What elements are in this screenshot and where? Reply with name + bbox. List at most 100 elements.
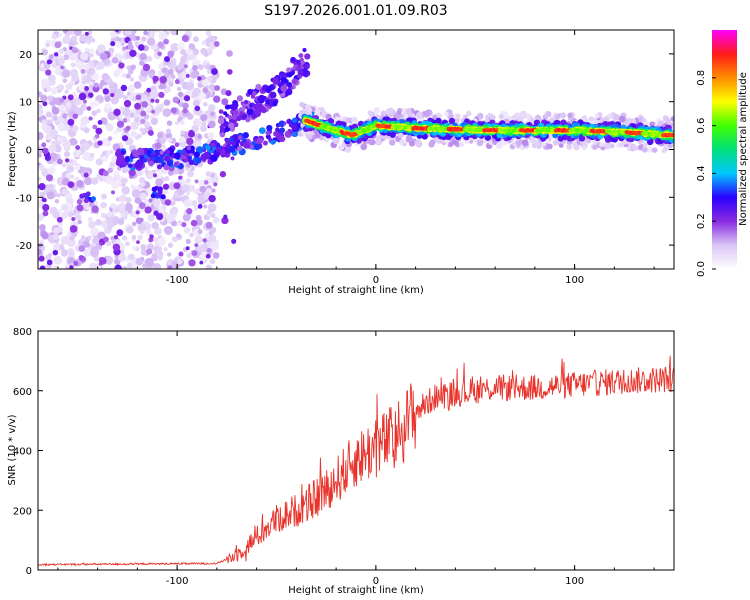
- snr-plot-area: [38, 355, 674, 567]
- spectral-cell: [191, 124, 199, 133]
- spectral-cell: [92, 124, 98, 130]
- spectral-cell: [62, 69, 71, 78]
- spectral-cell: [80, 52, 89, 61]
- spectral-cell: [63, 123, 71, 132]
- spectral-cell: [203, 51, 209, 58]
- spectral-cell: [155, 156, 161, 162]
- spectral-cell: [205, 30, 212, 37]
- spectral-cell: [209, 258, 216, 265]
- spectral-cell: [121, 235, 128, 241]
- spectral-cell: [670, 116, 674, 122]
- spectral-cell: [42, 203, 50, 212]
- spectral-cell: [127, 163, 133, 168]
- colorbar-tick-label: 0.0: [696, 261, 707, 277]
- spectral-cell: [231, 238, 237, 244]
- spectral-cell: [291, 117, 298, 124]
- spectral-cell: [211, 188, 216, 193]
- spectral-cell: [115, 174, 121, 181]
- spectral-cell: [139, 127, 144, 132]
- spectral-cell: [194, 179, 199, 184]
- spectral-cell: [415, 140, 423, 148]
- spectral-cell: [200, 125, 207, 132]
- spectral-cell: [375, 138, 382, 145]
- spectral-cell: [197, 204, 203, 209]
- spectral-cell: [110, 190, 116, 195]
- spectral-cell: [121, 167, 128, 174]
- spectral-cell: [297, 69, 304, 76]
- spectral-cell: [641, 117, 647, 123]
- spectral-cell: [185, 246, 190, 251]
- spectral-cell: [226, 50, 233, 57]
- spectral-cell: [226, 69, 233, 75]
- spectral-cell: [134, 117, 140, 123]
- spectrogram-x-tick-label: 0: [373, 275, 379, 286]
- spectral-cell: [38, 131, 44, 141]
- spectrogram-x-axis-label: Height of straight line (km): [288, 285, 424, 296]
- spectral-cell: [121, 135, 129, 142]
- spectral-cell: [592, 144, 598, 150]
- spectral-cell: [180, 130, 185, 135]
- spectral-cell: [139, 94, 148, 103]
- spectral-cell: [174, 79, 180, 85]
- spectral-cell: [253, 103, 260, 110]
- spectral-cell: [221, 216, 229, 225]
- spectral-cell: [243, 99, 249, 105]
- spectral-cell: [139, 192, 148, 201]
- spectral-cell: [146, 187, 153, 195]
- spectral-cell: [71, 216, 76, 222]
- spectral-cell: [465, 110, 472, 117]
- spectral-cell: [140, 118, 146, 124]
- spectral-cell: [120, 84, 128, 92]
- spectral-cell: [173, 182, 181, 190]
- spectral-cell: [42, 101, 48, 107]
- spectral-cell: [75, 107, 84, 116]
- spectral-cell: [589, 116, 594, 122]
- spectral-cell: [129, 77, 135, 82]
- spectral-cell: [88, 48, 94, 54]
- spectral-cell: [554, 113, 560, 120]
- spectral-cell: [118, 202, 126, 211]
- spectral-cell: [127, 44, 134, 51]
- spectral-cell: [163, 99, 171, 106]
- spectral-cell: [81, 166, 89, 175]
- spectral-cell: [266, 85, 273, 92]
- spectral-cell: [90, 248, 100, 258]
- spectral-cell: [107, 224, 113, 230]
- spectral-cell: [40, 94, 48, 102]
- spectral-cell: [189, 82, 194, 87]
- spectral-cell: [137, 44, 145, 51]
- spectral-cell: [242, 132, 249, 139]
- spectral-cell: [594, 113, 600, 119]
- spectral-cell: [186, 208, 193, 215]
- spectral-cell: [65, 172, 72, 180]
- spectral-cell: [140, 110, 147, 117]
- spectral-cell: [49, 129, 59, 138]
- spectral-cell: [90, 227, 99, 236]
- spectral-cell: [219, 127, 226, 133]
- spectral-cell: [157, 237, 167, 246]
- spectral-cell: [127, 40, 133, 46]
- spectral-cell: [186, 145, 192, 151]
- spectral-cell: [290, 56, 296, 63]
- spectral-cell: [181, 222, 187, 228]
- spectral-cell: [197, 81, 204, 88]
- spectral-cell: [113, 234, 119, 240]
- spectral-cell: [93, 255, 100, 262]
- spectral-cell: [56, 135, 63, 143]
- spectral-cell: [156, 164, 162, 170]
- spectral-cell: [443, 111, 449, 117]
- spectral-cell: [38, 255, 45, 262]
- spectral-cell: [39, 191, 46, 198]
- spectral-cell: [149, 234, 154, 239]
- spectral-cell: [100, 212, 107, 219]
- spectral-cell: [136, 133, 142, 139]
- spectral-cell: [159, 103, 165, 108]
- spectral-cell: [126, 65, 132, 71]
- colorbar-tick-label: 0.8: [696, 70, 707, 86]
- spectral-cell: [46, 86, 52, 92]
- spectral-cell: [48, 54, 54, 60]
- spectral-cell: [157, 254, 163, 261]
- spectral-cell: [288, 129, 294, 135]
- spectral-cell: [212, 251, 220, 259]
- spectral-cell: [93, 82, 99, 88]
